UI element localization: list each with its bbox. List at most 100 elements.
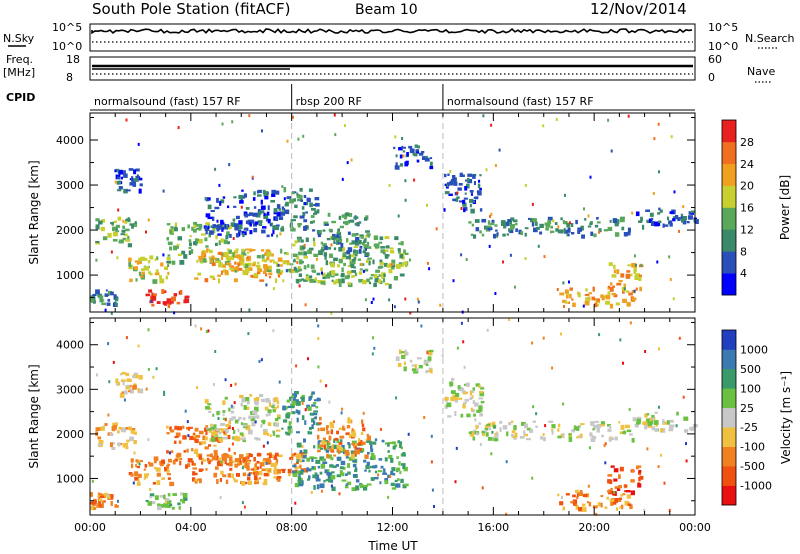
- echo-cell: [351, 275, 355, 278]
- echo-cell: [320, 241, 324, 245]
- echo-cell: [266, 234, 270, 238]
- echo-cell: [147, 260, 151, 264]
- echo-cell: [159, 460, 162, 466]
- echo-cell: [129, 178, 133, 181]
- echo-cell: [252, 410, 257, 414]
- echo-cell: [206, 248, 210, 252]
- echo-cell: [357, 443, 361, 446]
- echo-cell: [470, 208, 475, 214]
- echo-cell: [362, 250, 366, 254]
- echo-cell: [657, 222, 661, 226]
- echo-cell: [130, 473, 134, 477]
- echo-cell: [291, 400, 296, 406]
- echo-cell: [241, 249, 245, 253]
- echo-cell: [403, 483, 409, 487]
- echo-cell: [309, 395, 313, 400]
- echo-cell: [313, 212, 318, 215]
- noise-cell: [431, 488, 434, 492]
- noise-cell: [241, 501, 244, 505]
- echo-cell: [299, 187, 303, 192]
- echo-cell: [319, 456, 325, 461]
- noise-cell: [623, 287, 626, 291]
- echo-cell: [311, 208, 316, 211]
- echo-cell: [285, 431, 288, 435]
- echo-cell: [250, 468, 255, 471]
- echo-cell: [601, 296, 605, 301]
- echo-cell: [267, 409, 272, 413]
- echo-cell: [305, 275, 310, 281]
- echo-cell: [198, 430, 204, 435]
- echo-cell: [286, 432, 291, 436]
- y-tick-label: 3000: [56, 179, 84, 192]
- echo-cell: [547, 216, 553, 221]
- echo-cell: [321, 458, 326, 462]
- echo-cell: [416, 145, 420, 149]
- echo-cell: [136, 482, 141, 486]
- echo-cell: [239, 200, 244, 204]
- echo-cell: [157, 506, 162, 509]
- echo-cell: [170, 450, 174, 453]
- echo-cell: [303, 468, 308, 473]
- echo-cell: [269, 402, 272, 407]
- echo-cell: [461, 390, 466, 393]
- x-tick-label: 00:00: [679, 521, 711, 534]
- echo-cell: [347, 282, 351, 285]
- echo-cell: [131, 223, 134, 229]
- echo-cell: [205, 245, 209, 248]
- echo-cell: [313, 485, 316, 490]
- echo-cell: [230, 460, 235, 464]
- echo-cell: [596, 423, 602, 428]
- echo-cell: [312, 237, 316, 242]
- noise-cell: [633, 289, 636, 293]
- echo-cell: [387, 450, 390, 453]
- colorbar-tick-label: 500: [740, 363, 761, 376]
- echo-cell: [392, 472, 396, 476]
- echo-cell: [635, 211, 640, 217]
- noise-cell: [556, 288, 559, 291]
- echo-cell: [452, 198, 456, 201]
- echo-cell: [130, 458, 134, 463]
- echo-cell: [354, 222, 360, 226]
- echo-cell: [367, 451, 370, 455]
- echo-cell: [600, 294, 604, 298]
- echo-cell: [114, 220, 117, 224]
- echo-cell: [292, 470, 295, 474]
- echo-cell: [336, 438, 339, 444]
- echo-cell: [531, 221, 534, 227]
- noise-cell: [135, 464, 138, 468]
- echo-cell: [354, 447, 357, 450]
- x-tick-label: 04:00: [175, 521, 207, 534]
- echo-cell: [183, 450, 187, 453]
- noise-cell: [230, 404, 233, 408]
- echo-cell: [264, 213, 268, 217]
- echo-cell: [225, 424, 230, 427]
- echo-cell: [390, 470, 394, 476]
- echo-cell: [278, 216, 284, 220]
- echo-cell: [107, 298, 111, 302]
- echo-cell: [338, 247, 343, 252]
- echo-cell: [170, 226, 174, 231]
- echo-cell: [220, 461, 224, 467]
- echo-cell: [565, 294, 569, 299]
- echo-cell: [330, 262, 335, 268]
- echo-cell: [349, 219, 355, 223]
- echo-cell: [273, 455, 277, 460]
- echo-cell: [174, 222, 178, 227]
- echo-cell: [268, 410, 271, 416]
- echo-cell: [342, 252, 347, 256]
- echo-cell: [276, 224, 280, 227]
- echo-cell: [309, 202, 313, 208]
- echo-cell: [122, 237, 127, 241]
- noise-cell: [341, 177, 344, 181]
- echo-cell: [332, 444, 337, 450]
- noise-cell: [551, 366, 554, 370]
- noise-cell: [629, 321, 632, 325]
- echo-cell: [212, 430, 216, 433]
- noise-cell: [470, 191, 473, 194]
- echo-cell: [212, 277, 216, 280]
- echo-cell: [378, 279, 382, 284]
- echo-cell: [217, 233, 222, 236]
- echo-cell: [297, 198, 302, 202]
- echo-cell: [280, 248, 283, 254]
